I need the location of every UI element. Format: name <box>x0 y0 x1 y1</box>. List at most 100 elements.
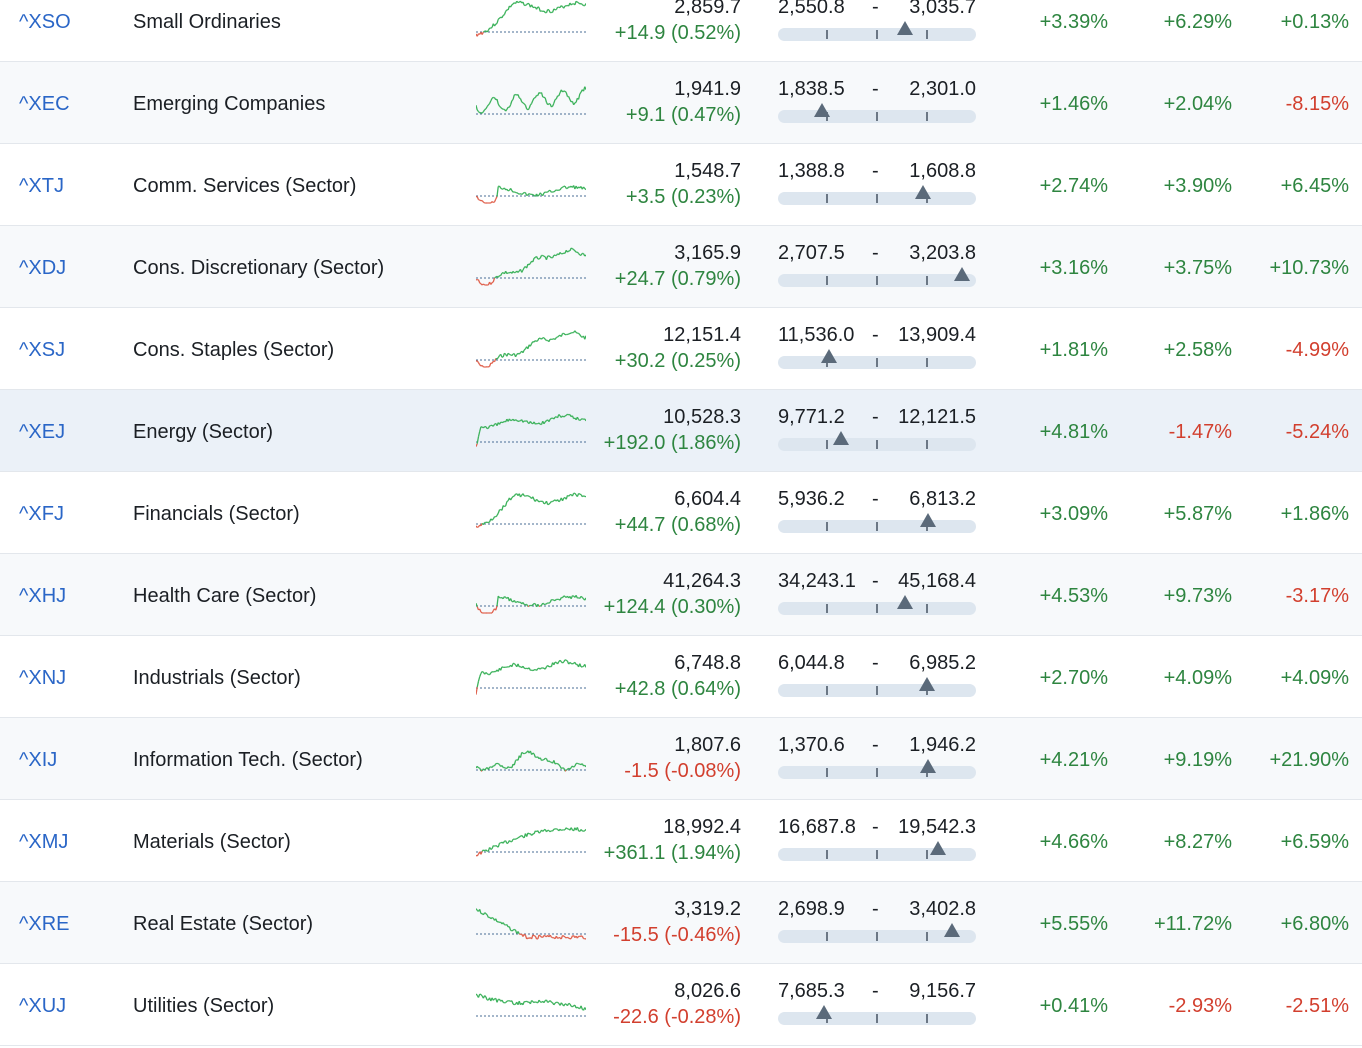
sparkline-segment <box>553 499 556 502</box>
sparkline-segment <box>548 830 551 833</box>
sparkline-segment <box>504 767 506 769</box>
sparkline-segment <box>523 933 526 936</box>
table-row[interactable]: ^XTJ Comm. Services (Sector) 1,548.7 +3.… <box>0 144 1362 226</box>
sparkline-chart <box>476 185 586 204</box>
index-symbol-link[interactable]: ^XEC <box>19 93 70 115</box>
sparkline-chart <box>476 827 586 857</box>
sparkline-segment <box>569 767 572 770</box>
sparkline-segment <box>566 186 570 189</box>
sparkline-segment <box>515 419 518 422</box>
sparkline-segment <box>485 913 488 916</box>
range-marker-triangle-icon <box>815 1005 832 1019</box>
sparkline-segment <box>526 420 529 423</box>
sparkline-segment <box>581 4 584 7</box>
sparkline-segment <box>479 364 482 367</box>
sparkline-segment <box>568 494 571 497</box>
sparkline-segment <box>503 187 507 191</box>
sparkline-segment <box>503 11 507 15</box>
sparkline-segment <box>567 413 570 416</box>
sparkline-segment <box>521 751 524 754</box>
sparkline-segment <box>483 283 486 286</box>
sparkline-segment <box>558 413 561 417</box>
range-tick <box>876 686 878 695</box>
index-symbol-link[interactable]: ^XEJ <box>19 421 66 443</box>
sparkline-segment <box>479 767 482 772</box>
index-symbol-link[interactable]: ^XSO <box>19 11 71 33</box>
table-row[interactable]: ^XSO Small Ordinaries 2,859.7 +14.9 (0.5… <box>0 0 1362 62</box>
table-row[interactable]: ^XHJ Health Care (Sector) 41,264.3 +124.… <box>0 554 1362 636</box>
table-row[interactable]: ^XEJ Energy (Sector) 10,528.3 +192.0 (1.… <box>0 390 1362 472</box>
index-symbol-link[interactable]: ^XUJ <box>19 995 67 1017</box>
sparkline-segment <box>490 848 493 850</box>
sparkline-segment <box>532 669 535 672</box>
sparkline-segment <box>549 501 552 504</box>
sparkline-segment <box>564 769 567 772</box>
sparkline-segment <box>578 2 581 5</box>
sparkline-segment <box>504 596 507 598</box>
change-period-2: +4.09% <box>1163 667 1232 689</box>
index-symbol-link[interactable]: ^XDJ <box>19 257 67 279</box>
sparkline-segment <box>537 830 540 834</box>
range-bar <box>778 21 976 41</box>
index-symbol-link[interactable]: ^XFJ <box>19 503 64 525</box>
sparkline-segment <box>535 423 537 425</box>
sparkline-segment <box>557 1001 560 1004</box>
sparkline-segment <box>579 763 582 766</box>
table-row[interactable]: ^XFJ Financials (Sector) 6,604.4 +44.7 (… <box>0 472 1362 554</box>
table-row[interactable]: ^XSJ Cons. Staples (Sector) 12,151.4 +30… <box>0 308 1362 390</box>
sparkline-segment <box>569 1003 572 1007</box>
sparkline-segment <box>528 667 531 671</box>
table-row[interactable]: ^XEC Emerging Companies 1,941.9 +9.1 (0.… <box>0 62 1362 144</box>
sparkline-segment <box>479 608 482 613</box>
sparkline-segment <box>503 352 507 355</box>
table-row[interactable]: ^XIJ Information Tech. (Sector) 1,807.6 … <box>0 718 1362 800</box>
sparkline-segment <box>532 603 535 606</box>
sparkline-segment <box>569 332 572 335</box>
sparkline-segment <box>533 340 536 343</box>
range-bar <box>778 923 976 943</box>
table-row[interactable]: ^XNJ Industrials (Sector) 6,748.8 +42.8 … <box>0 636 1362 718</box>
price-change: +9.1 (0.47%) <box>625 104 741 126</box>
range-bar <box>778 677 976 697</box>
index-symbol-link[interactable]: ^XTJ <box>19 175 64 197</box>
range-bar <box>778 349 976 369</box>
sparkline-segment <box>506 842 509 845</box>
sparkline-segment <box>567 250 570 253</box>
sparkline-segment <box>495 844 498 847</box>
sparkline-segment <box>537 6 540 9</box>
sparkline-segment <box>548 255 551 258</box>
table-row[interactable]: ^XMJ Materials (Sector) 18,992.4 +361.1 … <box>0 800 1362 882</box>
index-symbol-link[interactable]: ^XIJ <box>19 749 58 771</box>
sparkline-segment <box>580 252 583 256</box>
sparkline-segment <box>532 257 535 263</box>
sparkline-segment <box>497 595 501 599</box>
sparkline-segment <box>487 521 490 524</box>
index-symbol-link[interactable]: ^XNJ <box>19 667 67 689</box>
change-period-1: +3.39% <box>1039 11 1108 33</box>
index-symbol-link[interactable]: ^XRE <box>19 913 70 935</box>
index-symbol-link[interactable]: ^XMJ <box>19 831 69 853</box>
table-row[interactable]: ^XUJ Utilities (Sector) 8,026.6 -22.6 (-… <box>0 964 1362 1046</box>
range-high: 3,203.8 <box>909 242 976 264</box>
sparkline-segment <box>493 201 495 204</box>
sparkline-segment <box>489 100 492 104</box>
sparkline-segment <box>495 275 498 278</box>
sparkline-segment <box>492 998 496 1001</box>
table-row[interactable]: ^XDJ Cons. Discretionary (Sector) 3,165.… <box>0 226 1362 308</box>
sparkline-chart <box>476 993 586 1017</box>
sparkline-segment <box>570 595 574 600</box>
sparkline-segment <box>565 4 568 7</box>
table-row[interactable]: ^XRE Real Estate (Sector) 3,319.2 -15.5 … <box>0 882 1362 964</box>
sparkline-segment <box>514 928 516 931</box>
sparkline-segment <box>496 19 499 24</box>
price-change: +361.1 (1.94%) <box>603 842 741 864</box>
change-period-3: +1.86% <box>1280 503 1349 525</box>
sparkline-segment <box>545 829 549 833</box>
change-period-3: +6.59% <box>1280 831 1349 853</box>
sparkline-segment <box>546 602 549 605</box>
index-symbol-link[interactable]: ^XSJ <box>19 339 66 361</box>
last-price: 3,165.9 <box>674 242 741 264</box>
index-symbol-link[interactable]: ^XHJ <box>19 585 67 607</box>
range-high: 45,168.4 <box>898 570 976 592</box>
sparkline-segment <box>537 500 540 503</box>
